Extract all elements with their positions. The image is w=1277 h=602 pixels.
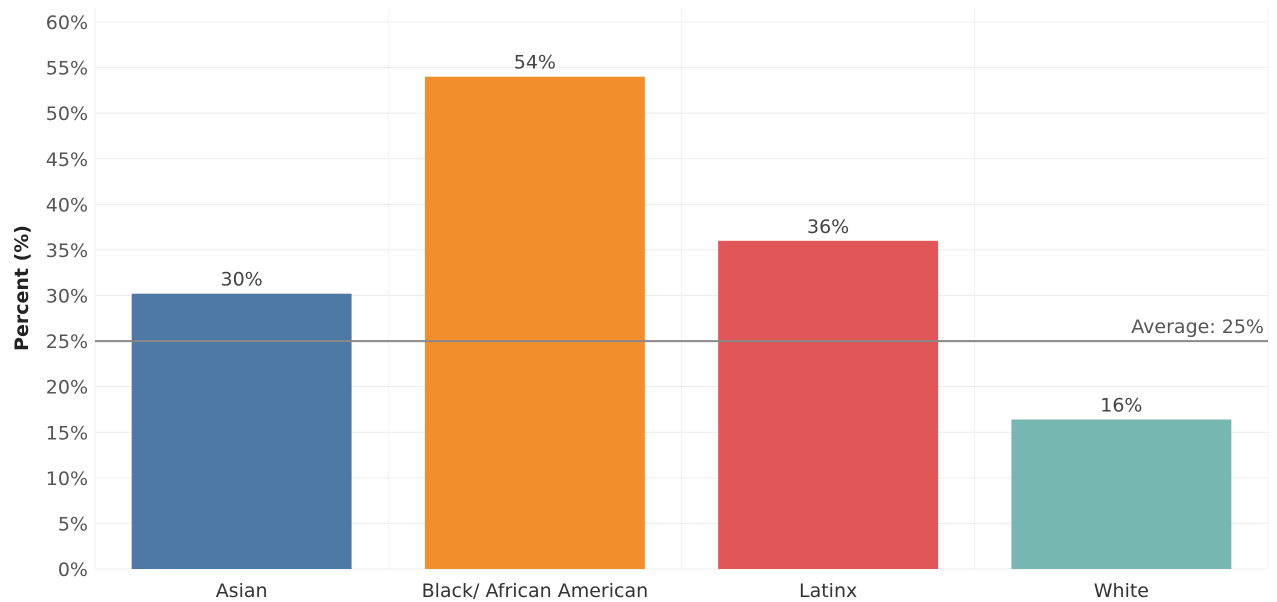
bar-asian[interactable] [131, 293, 352, 569]
data-label: 30% [221, 269, 263, 291]
y-tick-label: 5% [58, 513, 88, 535]
x-tick-label: Black/ African American [422, 580, 649, 602]
y-tick-label: 20% [46, 377, 88, 399]
y-tick-label: 0% [58, 559, 88, 581]
bar-white[interactable] [1011, 419, 1232, 569]
y-tick-label: 55% [46, 58, 88, 80]
reference-line-group: Average: 25% [95, 316, 1268, 343]
data-label: 16% [1100, 394, 1142, 416]
y-tick-label: 50% [46, 103, 88, 125]
bar-latinx[interactable] [718, 240, 939, 570]
y-tick-label: 10% [46, 468, 88, 490]
y-tick-label: 15% [46, 422, 88, 444]
x-tick-label: Latinx [799, 580, 857, 602]
data-label: 54% [514, 52, 556, 74]
bar-black-african-american[interactable] [424, 76, 645, 569]
bars [131, 76, 1232, 570]
average-reference-label: Average: 25% [1131, 316, 1264, 338]
y-tick-label: 45% [46, 149, 88, 171]
y-tick-label: 35% [46, 240, 88, 262]
data-label: 36% [807, 216, 849, 238]
y-tick-label: 40% [46, 194, 88, 216]
x-axis-ticks: Asian Black/ African American Latinx White [216, 580, 1149, 602]
data-labels: 30% 54% 36% 16% [221, 52, 1143, 417]
x-tick-label: Asian [216, 580, 268, 602]
y-tick-label: 30% [46, 286, 88, 308]
y-axis-ticks: 0% 5% 10% 15% 20% 25% 30% 35% 40% 45% 50% 55% 60% [46, 12, 88, 581]
y-tick-label: 25% [46, 331, 88, 353]
y-axis-title: Percent (%) [11, 225, 33, 351]
x-tick-label: White [1094, 580, 1149, 602]
y-tick-label: 60% [46, 12, 88, 34]
